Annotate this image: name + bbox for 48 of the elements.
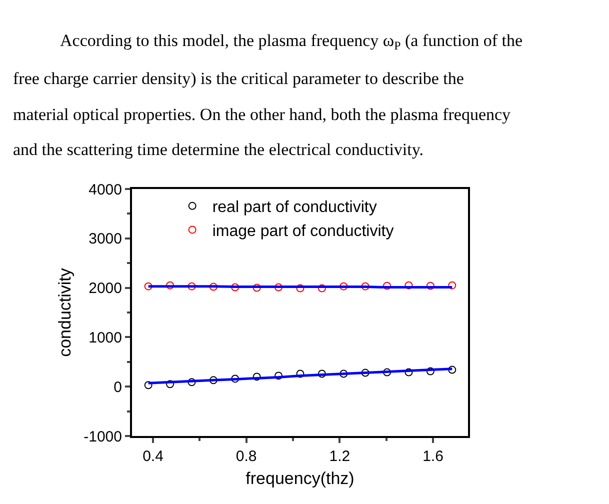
legend-label: real part of conductivity — [212, 199, 377, 216]
point — [252, 372, 261, 381]
legend-label: image part of conductivity — [212, 222, 394, 240]
x-tick-label: 1.6 — [422, 448, 444, 465]
point — [426, 282, 434, 290]
point — [296, 370, 304, 378]
y-tick-label: 2000 — [88, 280, 122, 298]
point — [144, 282, 152, 290]
point — [231, 374, 240, 383]
point — [144, 381, 152, 390]
point — [404, 281, 413, 290]
text: material optical properties. On the other hand, both the plasma frequency — [13, 105, 512, 124]
point — [166, 281, 174, 290]
point — [361, 282, 370, 290]
point — [340, 282, 348, 290]
point — [188, 378, 196, 386]
point — [274, 283, 283, 292]
x-tick-label: 0.4 — [142, 448, 164, 465]
point — [383, 282, 392, 290]
point — [274, 372, 283, 380]
point — [209, 282, 218, 291]
point — [318, 370, 326, 378]
x-axis-title: frequency(thz) — [246, 468, 354, 488]
point — [361, 368, 370, 377]
y-tick-label: 3000 — [88, 230, 122, 248]
point — [231, 283, 240, 292]
text: and the scattering time determine the electrical conductivity. — [13, 140, 424, 159]
y-tick-label: 0 — [114, 378, 122, 396]
y-axis-title: conductivity — [56, 268, 75, 357]
point — [318, 284, 326, 292]
point — [426, 367, 434, 376]
text: According to this model, the plasma frequency ω$_{P}$ (a function of the — [60, 31, 523, 53]
x-tick-label: 0.8 — [236, 448, 257, 465]
point — [404, 368, 413, 376]
y-tick-label: 4000 — [88, 181, 122, 198]
y-tick-label: -1000 — [84, 428, 122, 446]
point — [209, 376, 218, 384]
x-tick-label: 1.2 — [329, 448, 350, 465]
point — [296, 284, 304, 292]
point — [448, 366, 456, 374]
y-tick-label: 1000 — [88, 329, 122, 346]
point — [383, 368, 392, 376]
point — [252, 284, 261, 292]
point — [188, 282, 196, 290]
point — [448, 281, 456, 290]
point — [340, 370, 348, 378]
point — [166, 380, 174, 388]
text: free charge carrier density) is the critical parameter to describe the — [13, 69, 464, 88]
